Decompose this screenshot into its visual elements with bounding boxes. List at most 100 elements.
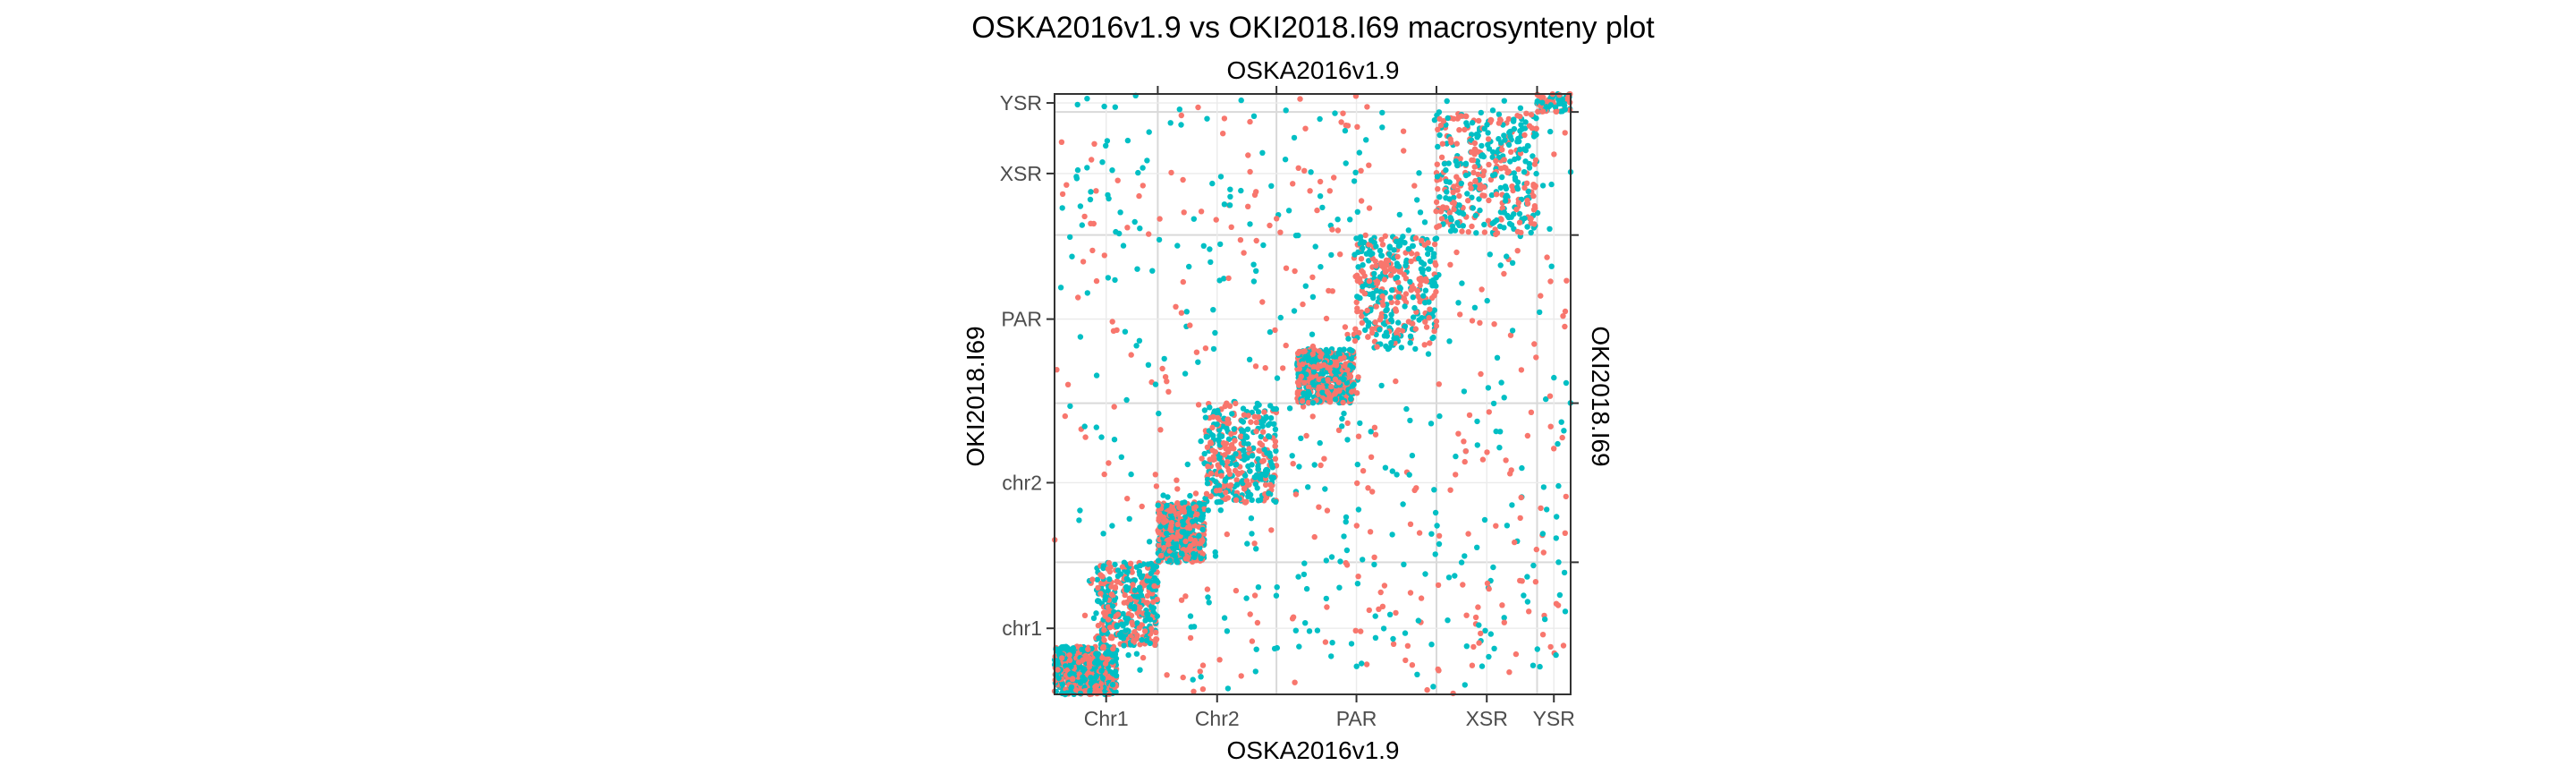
data-point xyxy=(1486,654,1491,659)
data-point xyxy=(1099,159,1105,165)
data-point xyxy=(1130,582,1135,587)
data-point xyxy=(1234,482,1240,488)
data-point xyxy=(1427,340,1432,345)
data-point xyxy=(1101,637,1106,642)
data-point xyxy=(1428,532,1434,537)
data-point xyxy=(1368,455,1374,460)
data-point xyxy=(1498,379,1504,385)
data-point xyxy=(1475,442,1480,447)
data-point xyxy=(1313,243,1318,249)
data-point xyxy=(1208,471,1214,476)
data-point xyxy=(1145,600,1150,605)
data-point xyxy=(1448,136,1453,141)
data-point xyxy=(1530,183,1536,189)
data-point xyxy=(1461,438,1466,444)
data-point xyxy=(1485,298,1490,303)
data-point xyxy=(1450,691,1455,696)
data-point xyxy=(1360,320,1365,326)
data-point xyxy=(1214,421,1219,427)
data-point xyxy=(1247,169,1252,174)
data-point xyxy=(1502,620,1507,625)
data-point xyxy=(1134,651,1140,657)
data-point xyxy=(1310,380,1316,386)
data-point xyxy=(1407,472,1412,477)
data-point xyxy=(1371,562,1377,567)
data-point xyxy=(1547,394,1553,399)
data-point xyxy=(1451,207,1456,212)
data-point xyxy=(1261,409,1267,414)
data-point xyxy=(1110,682,1115,687)
data-point xyxy=(1531,341,1537,346)
y-tick-label: chr2 xyxy=(1002,471,1042,494)
data-point xyxy=(1148,605,1154,610)
data-point xyxy=(1349,389,1354,395)
data-point xyxy=(1485,581,1490,586)
data-point xyxy=(1142,617,1148,623)
data-point xyxy=(1408,334,1413,339)
data-point xyxy=(1430,684,1436,689)
data-point xyxy=(1259,442,1265,447)
data-point xyxy=(1131,637,1137,642)
data-point xyxy=(1231,446,1236,451)
data-point xyxy=(1507,134,1513,140)
data-point xyxy=(1517,128,1522,133)
data-point xyxy=(1373,613,1378,618)
data-point xyxy=(1533,115,1538,121)
data-point xyxy=(1559,108,1564,114)
data-point xyxy=(1070,676,1075,681)
data-point xyxy=(1227,202,1233,208)
data-point xyxy=(1140,504,1145,509)
data-point xyxy=(1267,450,1272,455)
data-point xyxy=(1227,187,1233,192)
x-tick-label: Chr1 xyxy=(1084,707,1129,730)
data-point xyxy=(1268,415,1274,421)
data-point xyxy=(1302,126,1308,132)
data-point xyxy=(1203,414,1208,420)
data-point xyxy=(1328,252,1334,258)
top-axis-title: OSKA2016v1.9 xyxy=(1226,56,1399,84)
data-point xyxy=(1479,663,1485,668)
data-point xyxy=(1102,597,1107,602)
data-point xyxy=(1093,675,1098,680)
data-point xyxy=(1356,434,1361,439)
data-point xyxy=(1400,501,1405,506)
data-point xyxy=(1557,98,1563,103)
data-point xyxy=(1434,200,1439,205)
data-point xyxy=(1563,531,1568,536)
data-point xyxy=(1170,534,1175,540)
data-point xyxy=(1539,100,1545,106)
data-point xyxy=(1169,520,1174,525)
data-point xyxy=(1267,482,1273,488)
data-point xyxy=(1519,367,1524,372)
data-point xyxy=(1456,127,1462,132)
data-point xyxy=(1477,186,1482,191)
data-point xyxy=(1148,571,1154,576)
data-point xyxy=(1402,324,1408,329)
data-point xyxy=(1298,436,1303,441)
data-point xyxy=(1324,604,1329,609)
data-point xyxy=(1205,464,1210,469)
data-point xyxy=(1452,573,1457,578)
data-point xyxy=(1260,430,1266,435)
data-point xyxy=(1424,324,1429,329)
data-point xyxy=(1125,138,1131,143)
data-point xyxy=(1450,190,1455,195)
data-point xyxy=(1216,657,1222,662)
data-point xyxy=(1422,342,1428,347)
data-point xyxy=(1561,642,1566,648)
data-point xyxy=(1081,214,1087,219)
data-point xyxy=(1299,374,1304,379)
data-point xyxy=(1554,514,1559,519)
data-point xyxy=(1154,483,1159,489)
data-point xyxy=(1308,169,1313,174)
data-point xyxy=(1080,222,1085,227)
data-point xyxy=(1484,122,1489,127)
data-point xyxy=(1368,237,1374,242)
chart-title: OSKA2016v1.9 vs OKI2018.I69 macrosynteny… xyxy=(971,11,1655,45)
data-point xyxy=(1403,406,1409,412)
data-point xyxy=(1339,423,1344,429)
data-point xyxy=(1555,559,1561,565)
data-point xyxy=(1355,374,1360,379)
data-point xyxy=(1463,613,1469,618)
data-point xyxy=(1341,411,1346,416)
